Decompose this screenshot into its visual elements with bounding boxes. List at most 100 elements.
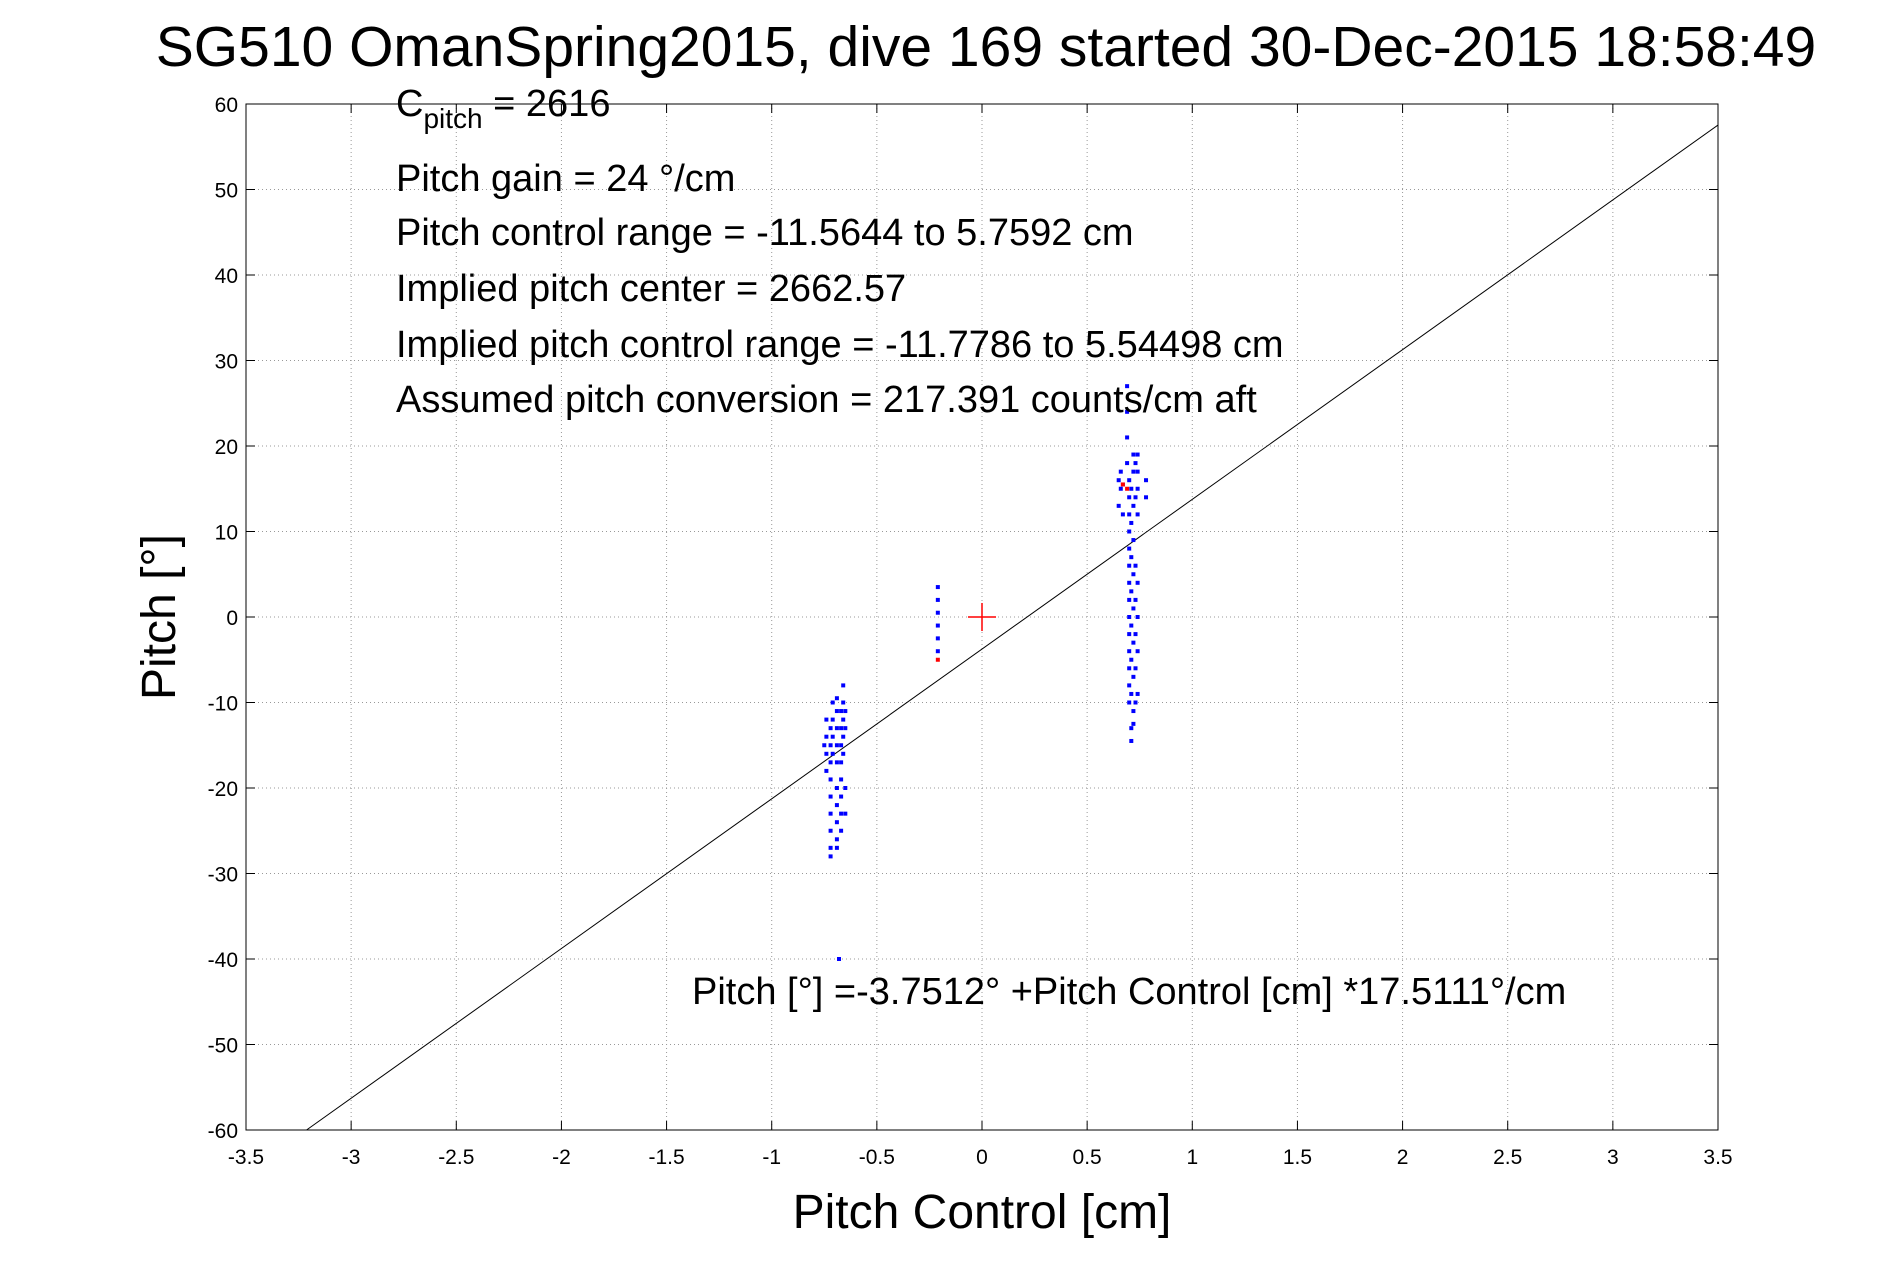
data-point — [1131, 674, 1136, 679]
data-point — [824, 768, 829, 773]
data-point — [1129, 555, 1134, 560]
data-point — [828, 726, 833, 731]
data-point — [935, 597, 940, 602]
x-tick-label: 3.5 — [1703, 1146, 1732, 1169]
data-point — [935, 623, 940, 628]
data-point — [1125, 409, 1130, 414]
data-point — [1133, 563, 1138, 568]
data-point — [1125, 461, 1130, 466]
data-point — [1127, 478, 1132, 483]
data-point — [1120, 512, 1125, 517]
data-point — [828, 854, 833, 859]
x-tick-label: 3 — [1607, 1146, 1619, 1169]
data-point — [834, 726, 839, 731]
data-point — [1131, 709, 1136, 714]
data-point — [1131, 606, 1136, 611]
fit-equation-annotation: Pitch [°] =-3.7512° +Pitch Control [cm] … — [692, 971, 1566, 1013]
data-point — [828, 845, 833, 850]
data-point — [830, 700, 835, 705]
data-point — [828, 828, 833, 833]
data-point — [1133, 700, 1138, 705]
implied-center-annotation: Implied pitch center = 2662.57 — [396, 268, 906, 310]
data-point — [1129, 726, 1134, 731]
data-point — [839, 760, 844, 765]
data-point — [834, 845, 839, 850]
data-point — [1127, 597, 1132, 602]
x-tick-label: -1.5 — [648, 1146, 684, 1169]
data-point — [1135, 649, 1140, 654]
data-point — [1133, 666, 1138, 671]
data-point — [1127, 683, 1132, 688]
data-point — [1127, 666, 1132, 671]
x-tick-label: -2 — [552, 1146, 571, 1169]
data-point — [1135, 452, 1140, 457]
data-point — [830, 751, 835, 756]
scatter-points — [822, 384, 1149, 961]
data-point — [839, 743, 844, 748]
data-point — [834, 803, 839, 808]
data-point — [1127, 512, 1132, 517]
data-point — [839, 794, 844, 799]
data-point — [824, 717, 829, 722]
data-point — [1135, 580, 1140, 585]
data-point — [1125, 486, 1130, 491]
data-point — [1127, 649, 1132, 654]
x-tick-label: 2.5 — [1493, 1146, 1522, 1169]
data-point — [839, 726, 844, 731]
data-point — [828, 743, 833, 748]
data-point — [841, 751, 846, 756]
x-tick-label: -3 — [342, 1146, 361, 1169]
data-point — [1127, 546, 1132, 551]
data-point — [1129, 657, 1134, 662]
x-tick-label: -0.5 — [859, 1146, 895, 1169]
fit-line-group — [306, 124, 1719, 1131]
center-marker — [968, 603, 996, 631]
data-point — [834, 743, 839, 748]
data-point — [1127, 700, 1132, 705]
data-point — [824, 734, 829, 739]
data-point — [1116, 503, 1121, 508]
y-tick-label: -60 — [208, 1120, 238, 1143]
pitch-control-range-annotation: Pitch control range = -11.5644 to 5.7592… — [396, 212, 1134, 254]
y-tick-label: 50 — [215, 180, 238, 203]
data-point — [839, 828, 844, 833]
data-point — [1135, 469, 1140, 474]
data-point — [843, 811, 848, 816]
c-pitch-subscript: pitch — [423, 103, 482, 134]
data-point — [837, 957, 842, 961]
y-tick-label: -20 — [208, 778, 238, 801]
x-tick-label: 0 — [976, 1146, 988, 1169]
data-point — [1127, 615, 1132, 619]
c-pitch-main: C — [396, 83, 423, 125]
x-tick-label: -2.5 — [438, 1146, 474, 1169]
data-point — [1131, 721, 1136, 726]
y-axis-label: Pitch [°] — [133, 534, 186, 700]
x-tick-label: -3.5 — [228, 1146, 264, 1169]
data-point — [830, 717, 835, 722]
y-tick-label: 10 — [215, 522, 238, 545]
y-tick-label: 0 — [226, 607, 238, 630]
data-point — [834, 786, 839, 790]
data-point — [828, 794, 833, 799]
data-point — [1135, 615, 1140, 619]
data-point — [1133, 632, 1138, 637]
y-tick-label: -40 — [208, 949, 238, 972]
data-point — [839, 709, 844, 714]
data-point — [1118, 469, 1123, 474]
data-point — [1131, 572, 1136, 577]
data-point — [1129, 520, 1134, 525]
y-tick-label: -50 — [208, 1035, 238, 1058]
y-tick-label: 60 — [215, 94, 238, 117]
data-point — [1133, 495, 1138, 500]
data-point — [1116, 478, 1121, 483]
data-point — [822, 743, 827, 748]
data-point — [841, 700, 846, 705]
x-tick-label: -1 — [762, 1146, 781, 1169]
data-point — [828, 811, 833, 816]
x-tick-label: 2 — [1397, 1146, 1409, 1169]
data-point — [1125, 384, 1130, 389]
data-point — [841, 683, 846, 688]
data-point — [1129, 486, 1134, 491]
data-point — [843, 726, 848, 731]
